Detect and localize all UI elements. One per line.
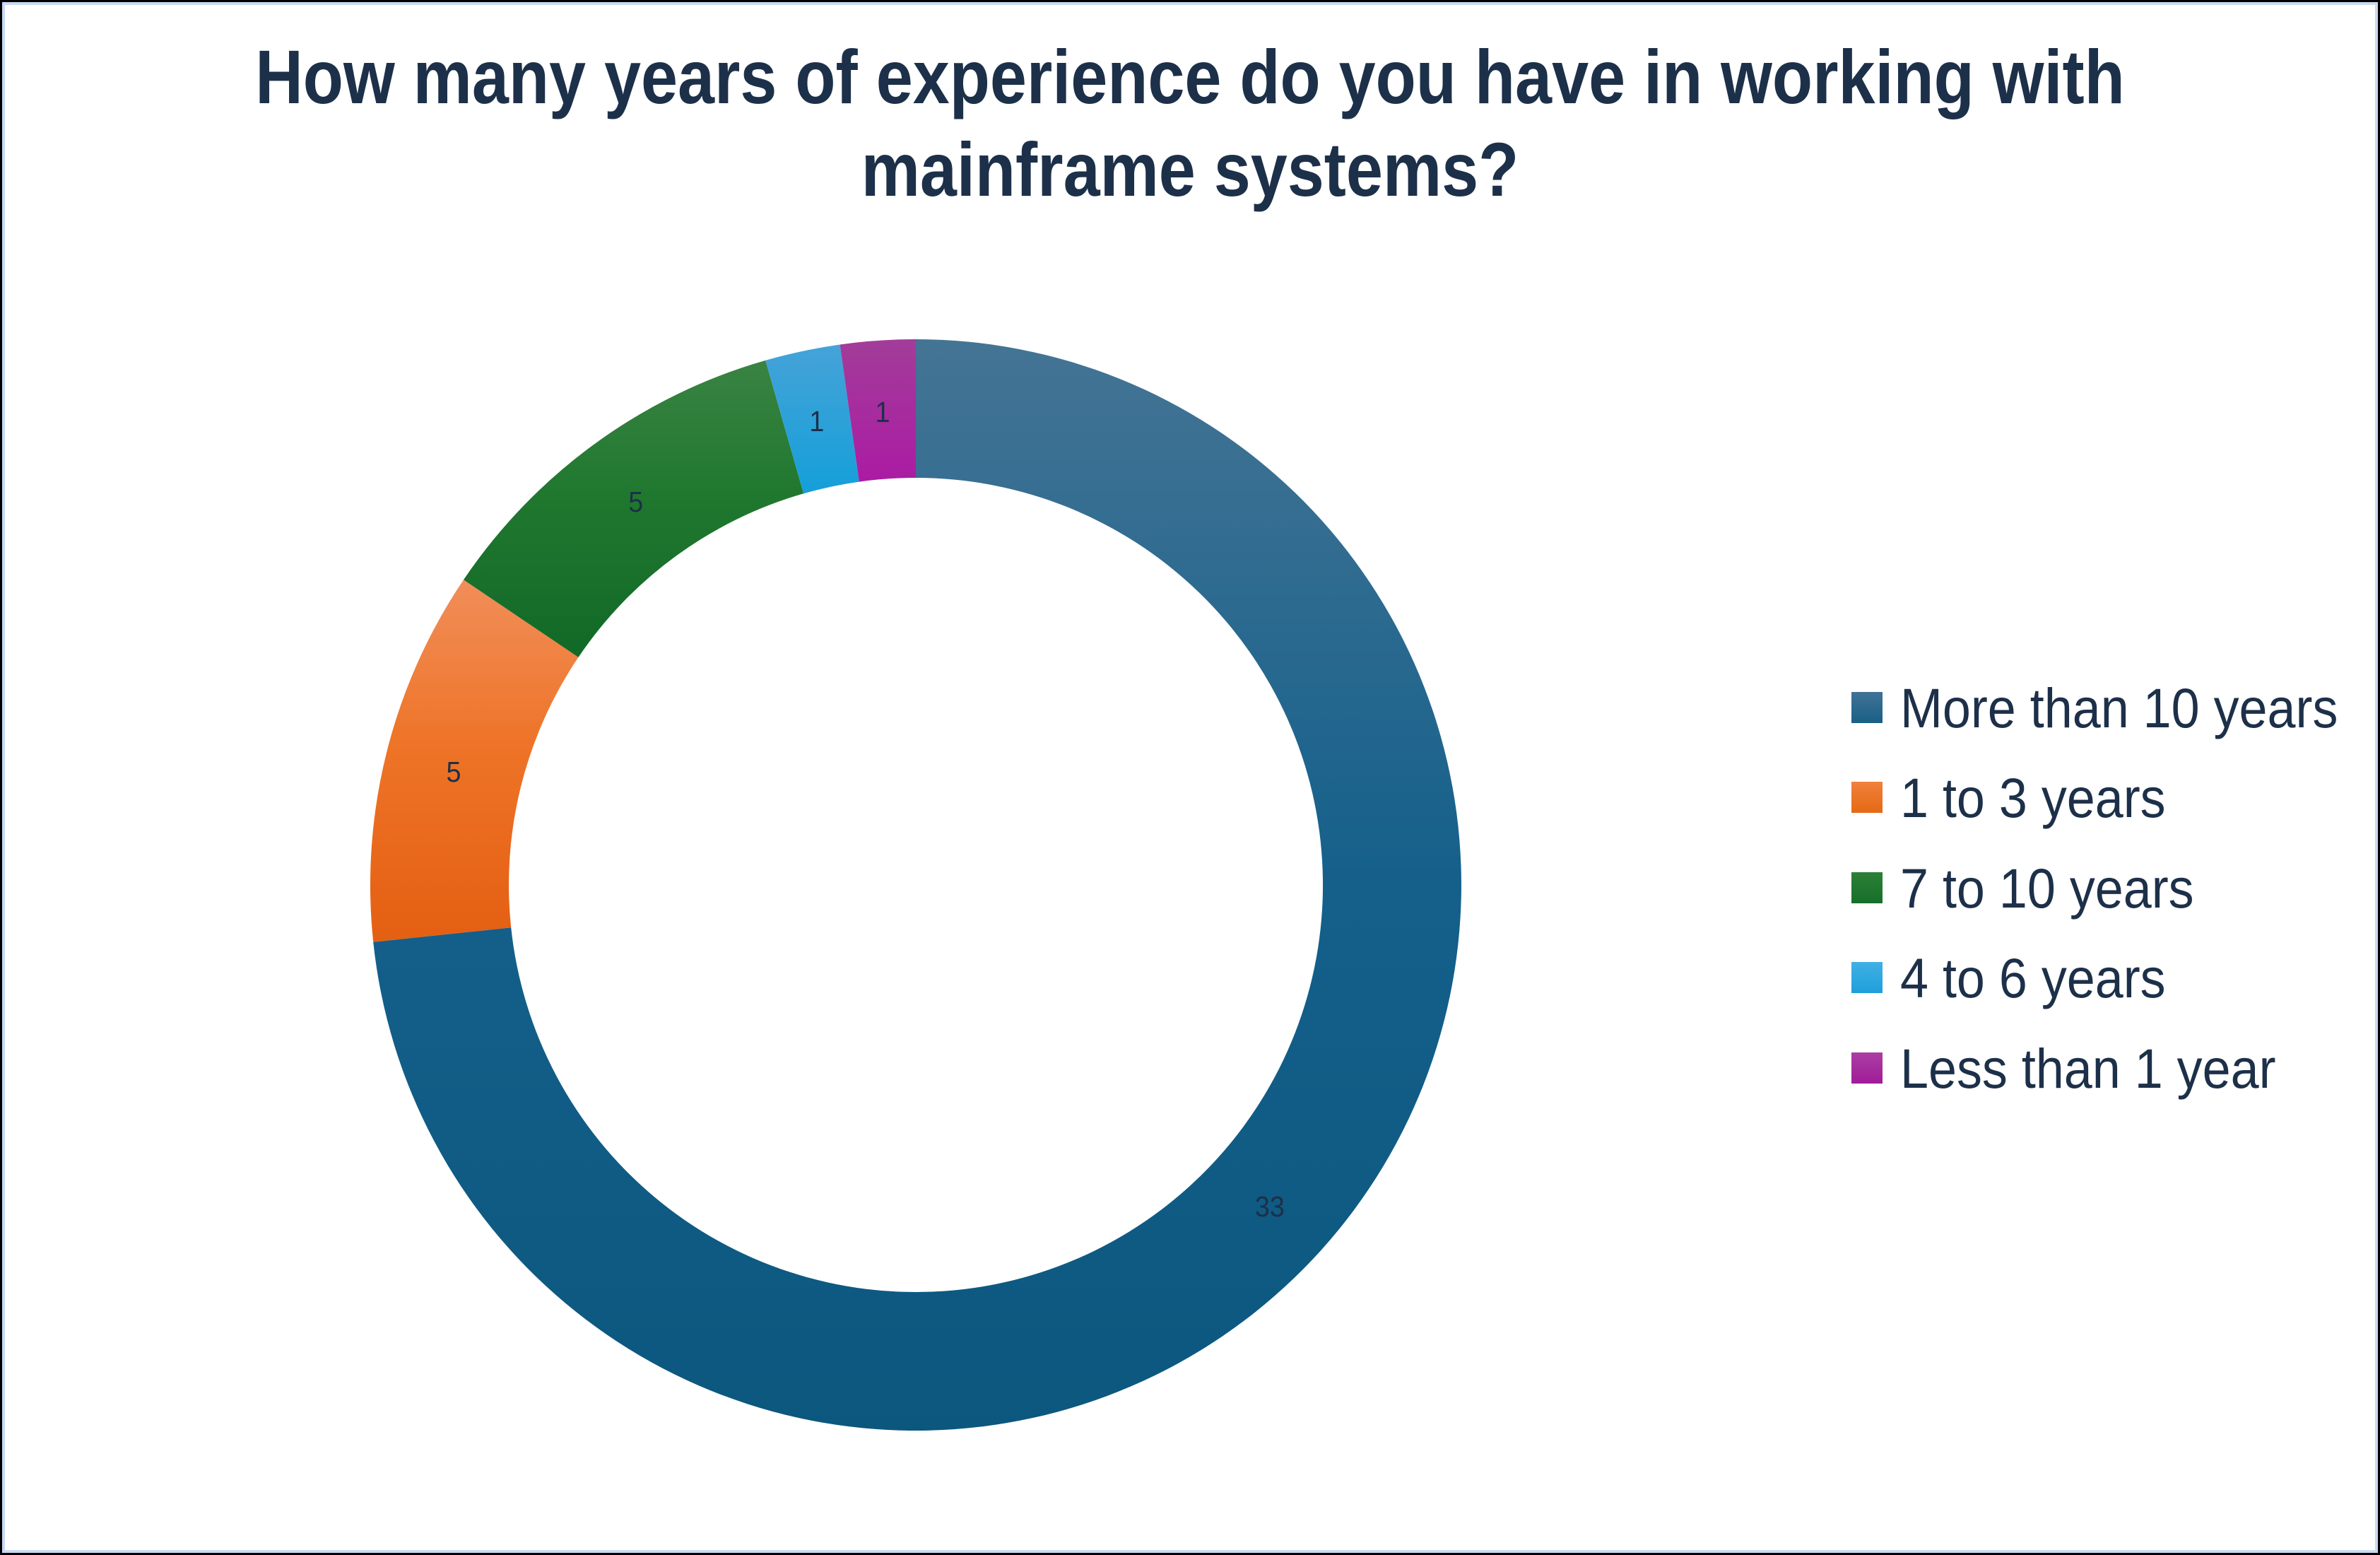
- svg-text:5: 5: [628, 486, 643, 519]
- svg-text:1: 1: [876, 397, 890, 429]
- svg-text:33: 33: [1255, 1191, 1285, 1224]
- svg-text:5: 5: [447, 756, 461, 789]
- svg-text:1: 1: [809, 406, 824, 438]
